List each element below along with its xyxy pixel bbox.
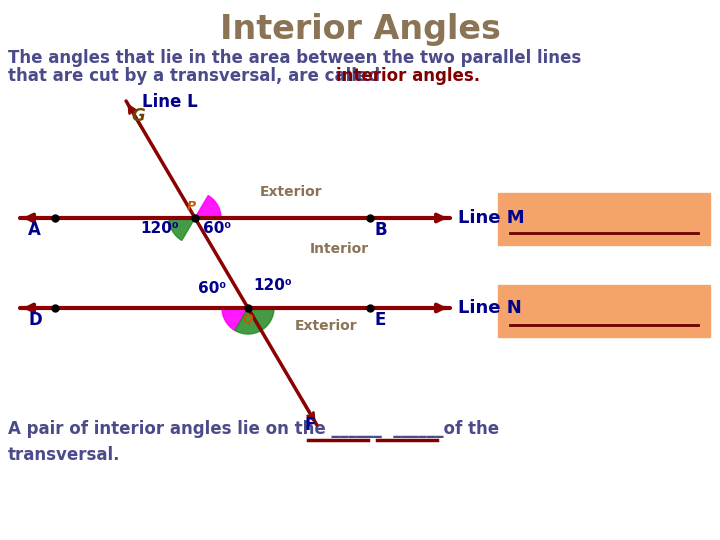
Text: Line M: Line M: [458, 209, 525, 227]
Text: 120⁰: 120⁰: [253, 278, 292, 293]
Text: 60⁰: 60⁰: [203, 221, 231, 236]
Text: The angles that lie in the area between the two parallel lines: The angles that lie in the area between …: [8, 49, 581, 67]
Text: that are cut by a transversal, are called: that are cut by a transversal, are calle…: [8, 67, 386, 85]
Text: interior angles.: interior angles.: [336, 67, 480, 85]
Text: A: A: [28, 221, 41, 239]
Text: Interior Angles: Interior Angles: [220, 14, 500, 46]
Text: Q: Q: [243, 313, 253, 326]
Text: B: B: [375, 221, 387, 239]
Text: 60⁰: 60⁰: [198, 281, 226, 296]
Text: 120⁰: 120⁰: [140, 221, 179, 236]
Text: D: D: [28, 311, 42, 329]
Wedge shape: [195, 195, 221, 218]
Text: A pair of interior angles lie on the ______  ______of the: A pair of interior angles lie on the ___…: [8, 420, 499, 438]
Wedge shape: [169, 218, 195, 240]
Text: Exterior: Exterior: [260, 185, 323, 199]
Text: E: E: [375, 311, 387, 329]
Text: Interior: Interior: [310, 242, 369, 256]
Text: Exterior: Exterior: [295, 319, 358, 333]
Text: F: F: [305, 416, 316, 434]
Bar: [498, 285, 710, 337]
Text: G: G: [131, 107, 145, 125]
Wedge shape: [222, 308, 248, 330]
Bar: [498, 193, 710, 245]
Text: Line N: Line N: [458, 299, 522, 317]
Text: P: P: [187, 200, 196, 213]
Wedge shape: [235, 308, 274, 334]
Text: transversal.: transversal.: [8, 446, 120, 464]
Text: Line L: Line L: [142, 93, 198, 111]
